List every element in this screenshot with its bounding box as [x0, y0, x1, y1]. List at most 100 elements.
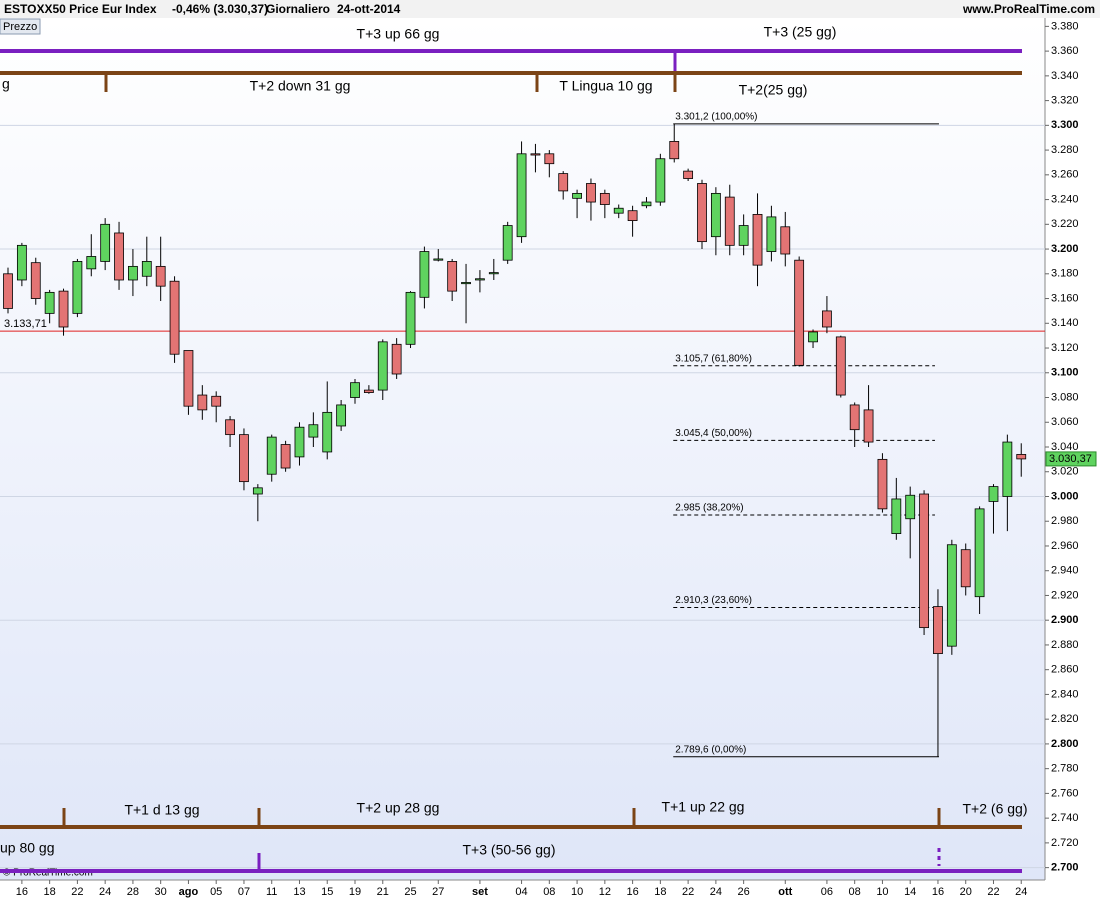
y-tick-label: 3.120 — [1051, 342, 1079, 354]
y-tick-label: 3.160 — [1051, 292, 1079, 304]
y-tick-label: 3.180 — [1051, 268, 1079, 280]
candle-body — [558, 173, 569, 192]
cycle-annotation: T+2 down 31 gg — [250, 78, 351, 94]
cycle-annotation: g — [2, 76, 10, 92]
y-tick-label: 2.860 — [1051, 664, 1079, 676]
x-tick-label: 26 — [738, 886, 750, 898]
candle-body — [461, 282, 471, 285]
candle-body — [724, 196, 735, 246]
candle-body — [960, 549, 971, 588]
candle-body — [294, 426, 305, 458]
x-tick-label: 30 — [155, 886, 167, 898]
candle-body — [752, 214, 763, 266]
candle-body — [197, 394, 208, 411]
y-tick-label: 2.700 — [1051, 862, 1079, 874]
candle-body — [794, 259, 805, 366]
x-tick-label: 07 — [238, 886, 250, 898]
candle-body — [100, 223, 111, 262]
chart-title: ESTOXX50 Price Eur Index — [4, 2, 157, 16]
y-tick-label: 2.920 — [1051, 589, 1079, 601]
candle-body — [128, 265, 138, 281]
y-tick-label: 3.340 — [1051, 70, 1079, 82]
y-tick-label: 3.380 — [1051, 20, 1079, 32]
y-tick-label: 3.100 — [1051, 367, 1079, 379]
candle-body — [447, 261, 458, 292]
plot-background — [0, 18, 1045, 880]
x-tick-label: 04 — [515, 886, 527, 898]
y-tick-label: 3.080 — [1051, 391, 1079, 403]
candle-body — [239, 434, 249, 483]
cycle-annotation: T+1 d 13 gg — [124, 802, 199, 818]
y-tick-label: 2.880 — [1051, 639, 1079, 651]
candle-body — [419, 251, 430, 298]
cycle-annotation: up 80 gg — [0, 840, 55, 856]
x-tick-label: 18 — [654, 886, 666, 898]
cycle-annotation: T+3 (25 gg) — [764, 24, 837, 40]
candle-body — [30, 262, 41, 299]
cycle-annotation: T+1 up 22 gg — [662, 799, 745, 815]
x-tick-label: 10 — [876, 886, 888, 898]
x-tick-label: 19 — [349, 886, 361, 898]
y-tick-label: 3.320 — [1051, 95, 1079, 107]
candle-body — [933, 606, 943, 655]
y-tick-label: 3.260 — [1051, 169, 1079, 181]
x-tick-label: 16 — [16, 886, 28, 898]
x-tick-label: 05 — [210, 886, 222, 898]
x-tick-label: 21 — [377, 886, 389, 898]
candle-body — [86, 256, 97, 270]
y-tick-label: 3.060 — [1051, 416, 1079, 428]
x-tick-label: 16 — [626, 886, 638, 898]
y-tick-label: 3.220 — [1051, 218, 1079, 230]
candle-body — [627, 210, 638, 222]
candle-body — [211, 395, 222, 407]
candle-body — [835, 336, 846, 396]
candle-body — [697, 183, 707, 243]
x-tick-label: set — [472, 886, 488, 898]
candle-body — [891, 498, 902, 534]
y-tick-label: 3.020 — [1051, 466, 1079, 478]
x-tick-label: 12 — [599, 886, 611, 898]
y-tick-label: 2.820 — [1051, 713, 1079, 725]
y-tick-label: 3.200 — [1051, 243, 1079, 255]
x-tick-label: 27 — [432, 886, 444, 898]
candle-body — [44, 291, 55, 314]
candle-body — [169, 280, 180, 355]
period: Giornaliero — [266, 2, 330, 16]
x-tick-label: 06 — [821, 886, 833, 898]
candle-body — [808, 331, 818, 343]
candle-body — [58, 290, 69, 328]
candle-body — [988, 486, 999, 502]
copyright: © ProRealTime.com — [3, 868, 93, 879]
candle-body — [266, 436, 277, 475]
price-change: -0,46% (3.030,37) — [172, 2, 268, 16]
candle-body — [655, 158, 666, 203]
candle-body — [225, 419, 235, 436]
x-tick-label: 14 — [904, 886, 916, 898]
x-tick-label: 24 — [99, 886, 111, 898]
x-tick-label: 15 — [321, 886, 333, 898]
cycle-annotation: T+3 up 66 gg — [357, 26, 440, 42]
x-tick-label: 08 — [849, 886, 861, 898]
candle-body — [613, 207, 624, 214]
candle-body — [849, 404, 860, 431]
cycle-annotation: T+2 up 28 gg — [357, 800, 440, 816]
candle-body — [822, 310, 832, 328]
candle-body — [502, 225, 513, 261]
candle-body — [377, 341, 388, 391]
x-tick-label: 24 — [710, 886, 722, 898]
candle-body — [363, 389, 374, 393]
y-tick-label: 2.800 — [1051, 738, 1079, 750]
candle-body — [155, 265, 166, 287]
candle-body — [516, 153, 527, 238]
x-tick-label: 08 — [543, 886, 555, 898]
y-tick-label: 3.000 — [1051, 490, 1079, 502]
reference-label: 3.133,71 — [4, 318, 47, 330]
candle-body — [72, 261, 83, 314]
y-tick-label: 3.040 — [1051, 441, 1079, 453]
candle-body — [877, 458, 888, 510]
candle-body — [336, 404, 347, 427]
x-tick-label: 28 — [127, 886, 139, 898]
panel-label: Prezzo — [3, 21, 37, 33]
panel-label-box — [0, 18, 41, 35]
